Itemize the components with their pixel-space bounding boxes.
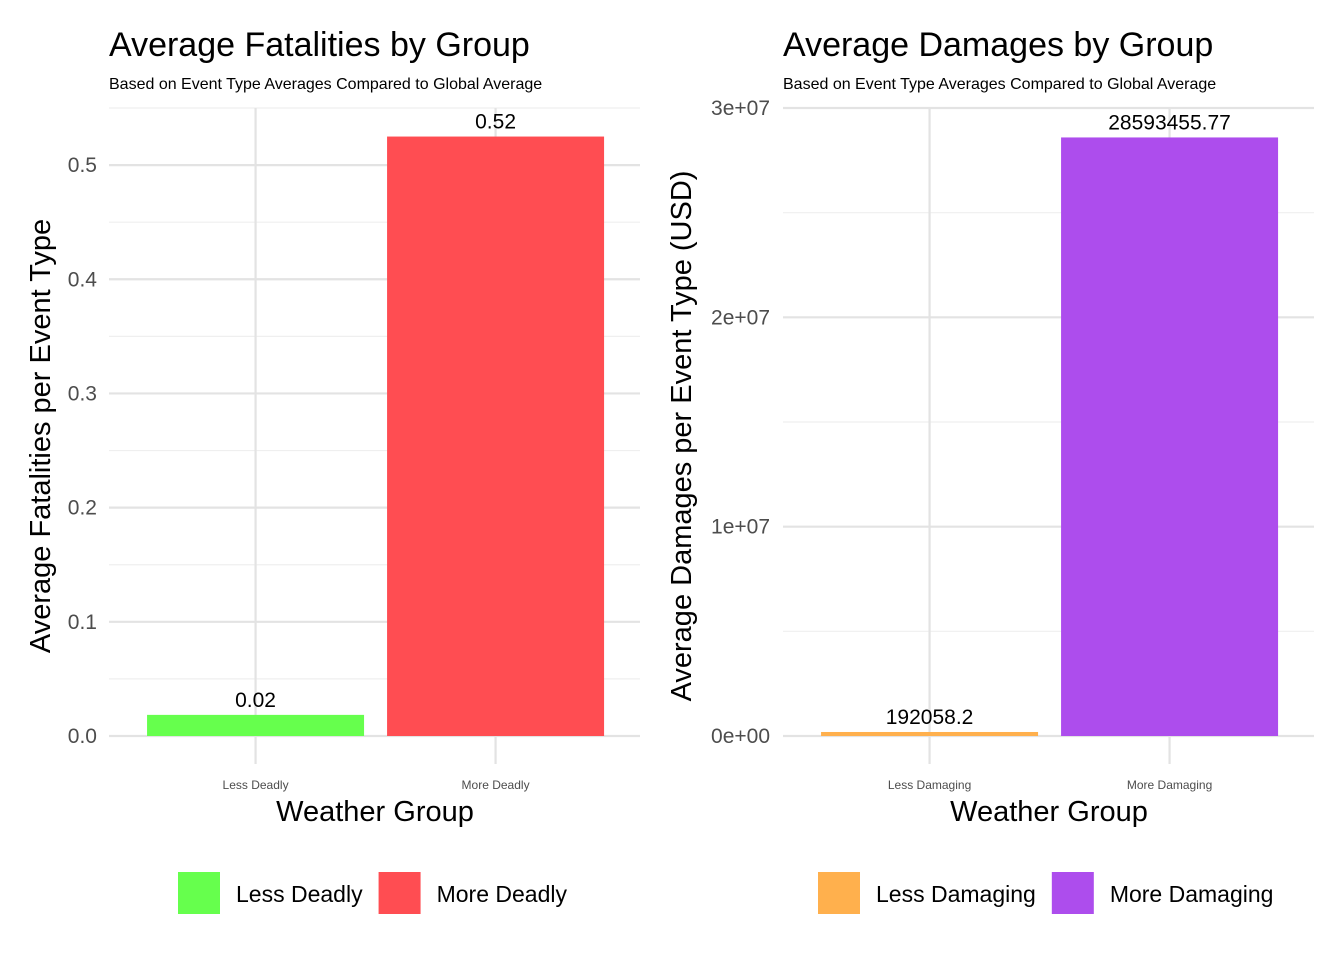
legend-swatch xyxy=(378,872,421,914)
x-tick-label: Less Damaging xyxy=(888,778,971,792)
data-labels: 0.02 0.52 xyxy=(235,111,516,712)
data-label: 192058.2 xyxy=(886,706,974,729)
legend-swatch xyxy=(818,872,860,914)
panel-damages: Average Damages by Group Based on Event … xyxy=(666,26,1314,914)
data-label: 28593455.77 xyxy=(1108,111,1231,134)
chart-title: Average Fatalities by Group xyxy=(109,26,530,64)
y-tick-label: 0.3 xyxy=(68,382,97,405)
y-tick-label: 0.5 xyxy=(68,154,97,177)
y-axis-title: Average Damages per Event Type (USD) xyxy=(666,171,698,702)
data-label: 0.52 xyxy=(475,111,516,134)
y-tick-label: 0.0 xyxy=(68,725,97,748)
x-tick-labels: Less Damaging More Damaging xyxy=(888,778,1212,792)
x-tick-label: More Damaging xyxy=(1127,778,1212,792)
x-tick-labels: Less Deadly More Deadly xyxy=(223,778,530,792)
x-axis-title: Weather Group xyxy=(950,796,1148,828)
data-label: 0.02 xyxy=(235,689,276,712)
chart-subtitle: Based on Event Type Averages Compared to… xyxy=(109,76,542,93)
x-tick-label: More Deadly xyxy=(462,778,530,792)
y-tick-label: 0e+00 xyxy=(711,725,770,748)
x-axis-title: Weather Group xyxy=(276,796,474,828)
data-labels: 192058.2 28593455.77 xyxy=(886,111,1231,729)
legend-label: Less Deadly xyxy=(236,881,363,907)
y-tick-label: 1e+07 xyxy=(711,516,770,539)
y-tick-label: 2e+07 xyxy=(711,306,770,329)
chart-subtitle: Based on Event Type Averages Compared to… xyxy=(783,76,1216,93)
legend-label: More Deadly xyxy=(437,881,568,907)
bar-less-damaging xyxy=(821,731,1039,736)
chart-title: Average Damages by Group xyxy=(783,26,1213,64)
legend-swatch xyxy=(178,872,220,914)
y-tick-label: 0.4 xyxy=(68,268,98,291)
y-axis-title: Average Fatalities per Event Type xyxy=(25,219,57,653)
bar-more-deadly xyxy=(387,136,605,736)
legend-swatch xyxy=(1051,872,1094,914)
y-tick-label: 0.1 xyxy=(68,611,97,634)
bars xyxy=(821,137,1279,736)
legend: Less Damaging More Damaging xyxy=(818,872,1273,914)
y-tick-labels: 0e+00 1e+07 2e+07 3e+07 xyxy=(711,97,770,748)
y-tick-labels: 0.0 0.1 0.2 0.3 0.4 0.5 xyxy=(68,154,98,748)
bars xyxy=(147,136,605,736)
y-tick-label: 0.2 xyxy=(68,497,97,520)
x-tick-label: Less Deadly xyxy=(223,778,289,792)
y-tick-label: 3e+07 xyxy=(711,97,770,120)
legend: Less Deadly More Deadly xyxy=(178,872,567,914)
legend-label: Less Damaging xyxy=(876,881,1036,907)
bar-more-damaging xyxy=(1061,137,1279,736)
bar-less-deadly xyxy=(147,714,365,736)
legend-label: More Damaging xyxy=(1110,881,1274,907)
panel-fatalities: Average Fatalities by Group Based on Eve… xyxy=(25,26,640,914)
